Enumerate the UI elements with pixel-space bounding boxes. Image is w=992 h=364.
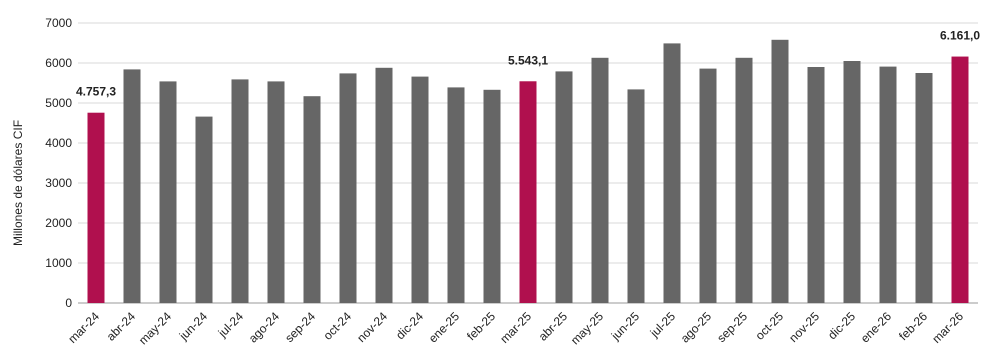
x-tick-label: jun-24 <box>176 309 210 343</box>
y-tick-label: 5000 <box>45 96 72 110</box>
bar-nov-24 <box>375 67 393 303</box>
bar-jun-25 <box>627 89 645 304</box>
y-tick-label: 1000 <box>45 256 72 270</box>
x-tick-label: sep-25 <box>714 309 750 345</box>
x-tick-label: ene-26 <box>858 309 895 346</box>
y-tick-label: 7000 <box>45 16 72 30</box>
x-tick-label: ago-24 <box>246 309 283 346</box>
x-tick-label: jul-25 <box>647 309 679 341</box>
x-tick-label: mar-24 <box>65 309 102 346</box>
x-tick-label: ago-25 <box>678 309 715 346</box>
bar-mar-24 <box>87 112 105 303</box>
x-tick-label: oct-25 <box>753 309 787 343</box>
x-tick-label: abr-25 <box>536 309 571 344</box>
bar-may-25 <box>591 57 609 303</box>
x-tick-label: may-24 <box>136 309 174 347</box>
x-tick-label: feb-25 <box>464 309 498 343</box>
x-tick-label: feb-26 <box>896 309 930 343</box>
data-label: 4.757,3 <box>76 85 116 99</box>
x-tick-label: jul-24 <box>215 309 247 341</box>
bar-dic-24 <box>411 76 429 303</box>
bars <box>87 39 969 304</box>
bar-may-24 <box>159 81 177 304</box>
x-tick-label: dic-24 <box>393 309 426 342</box>
bar-ene-25 <box>447 87 465 304</box>
y-tick-label: 6000 <box>45 56 72 70</box>
x-tick-label: ene-25 <box>426 309 463 346</box>
data-label: 5.543,1 <box>508 53 548 67</box>
bar-oct-25 <box>771 39 789 304</box>
x-tick-label: mar-26 <box>929 309 966 346</box>
y-tick-label: 3000 <box>45 176 72 190</box>
bar-sep-24 <box>303 96 321 303</box>
bar-feb-25 <box>483 89 501 303</box>
bar-ene-26 <box>879 66 897 303</box>
y-tick-label: 0 <box>65 296 72 310</box>
y-axis-label: Millones de dólares CIF <box>11 120 25 246</box>
x-tick-label: may-25 <box>568 309 606 347</box>
bar-jul-25 <box>663 43 681 304</box>
x-tick-label: jun-25 <box>608 309 642 343</box>
x-tick-label: oct-24 <box>321 309 355 343</box>
bar-abr-24 <box>123 69 141 304</box>
bar-jun-24 <box>195 116 213 303</box>
bar-sep-25 <box>735 57 753 303</box>
bar-abr-25 <box>555 71 573 304</box>
x-tick-label: abr-24 <box>104 309 139 344</box>
x-tick-label: nov-24 <box>354 309 390 345</box>
y-tick-label: 4000 <box>45 136 72 150</box>
data-label: 6.161,0 <box>940 29 980 43</box>
data-labels: 4.757,3 5.543,1 6.161,0 <box>76 29 980 99</box>
bar-mar-25 <box>519 81 537 303</box>
bar-oct-24 <box>339 73 357 304</box>
bar-mar-26 <box>951 56 969 304</box>
x-tick-label: nov-25 <box>786 309 822 345</box>
x-tick-label: dic-25 <box>825 309 858 342</box>
bar-ago-25 <box>699 68 717 303</box>
y-tick-label: 2000 <box>45 216 72 230</box>
x-tick-label: sep-24 <box>282 309 318 345</box>
bar-ago-24 <box>267 81 285 304</box>
x-tick-label: mar-25 <box>497 309 534 346</box>
bar-feb-26 <box>915 73 933 303</box>
y-axis-ticks: 0 1000 2000 3000 4000 5000 6000 7000 <box>45 16 72 310</box>
bar-dic-25 <box>843 61 861 303</box>
bar-nov-25 <box>807 67 825 303</box>
bar-jul-24 <box>231 79 249 304</box>
